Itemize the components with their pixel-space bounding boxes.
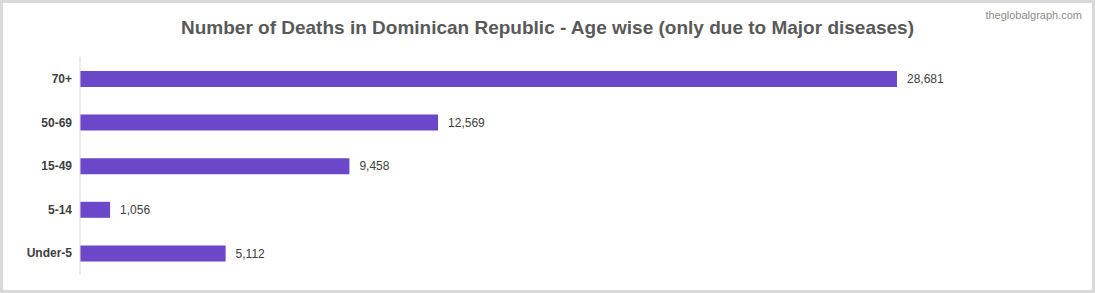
svg-text:1,056: 1,056 <box>120 203 150 217</box>
svg-text:15-49: 15-49 <box>41 159 72 173</box>
svg-text:28,681: 28,681 <box>907 72 944 86</box>
svg-text:Under-5: Under-5 <box>27 246 73 260</box>
html-text:Number of Deaths in Dominican: Number of Deaths in Dominican Republic -… <box>181 17 914 38</box>
html-text:theglobalgraph.com: theglobalgraph.com <box>985 9 1082 21</box>
svg-text:5-14: 5-14 <box>48 203 72 217</box>
svg-text:5,112: 5,112 <box>236 247 265 261</box>
svg-text:50-69: 50-69 <box>41 116 72 130</box>
svg-text:70+: 70+ <box>52 72 72 86</box>
svg-text:12,569: 12,569 <box>448 116 485 130</box>
svg-text:9,458: 9,458 <box>359 159 389 173</box>
